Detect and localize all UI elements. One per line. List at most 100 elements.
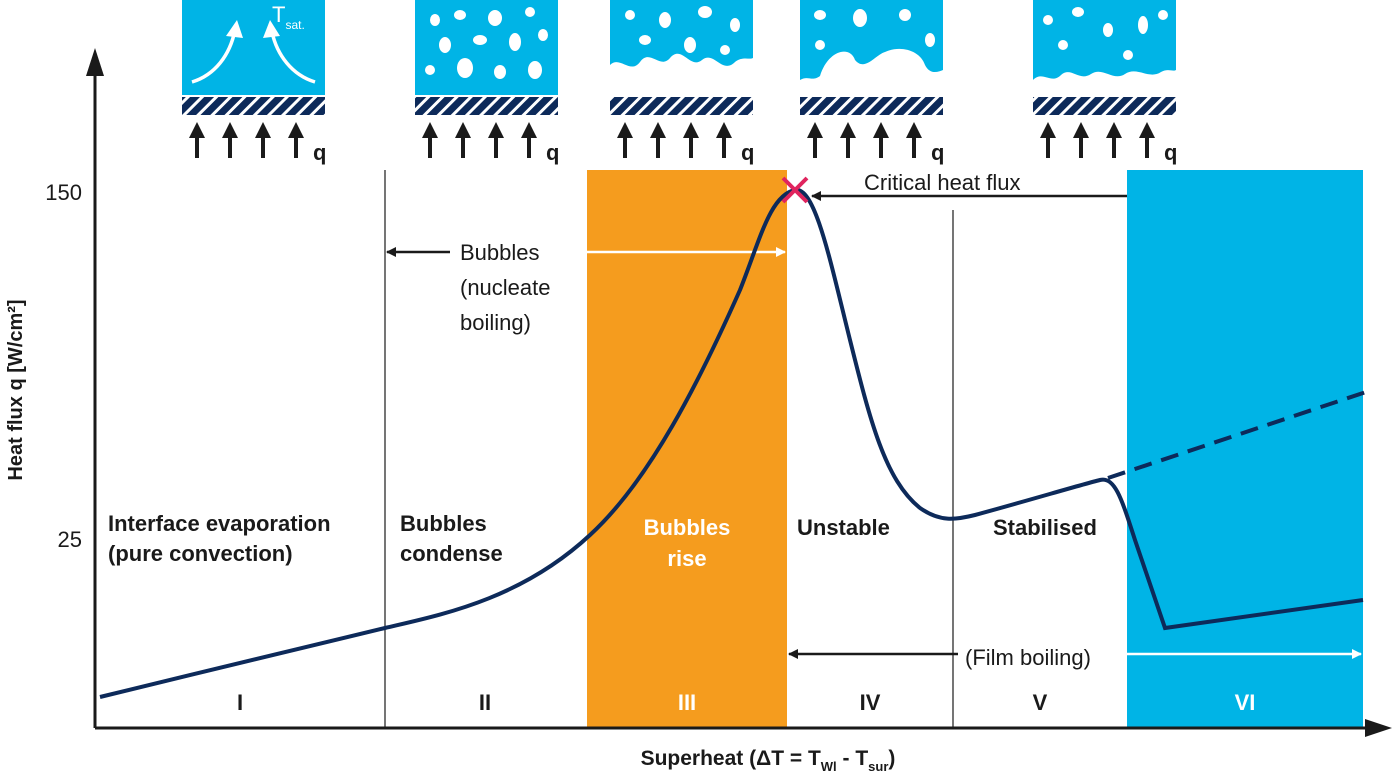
- icon-bubble: [457, 58, 473, 78]
- icon-bubble: [473, 35, 487, 45]
- icon-vapor: [1033, 70, 1176, 97]
- band-iii: [587, 170, 787, 728]
- icon-bubble: [430, 14, 440, 26]
- icon-t-label: Tsat.: [272, 2, 305, 32]
- icon-bubble: [659, 12, 671, 28]
- heat-arrow-head: [906, 122, 922, 138]
- region-label: Bubbles: [644, 515, 731, 540]
- heat-arrow-head: [488, 122, 504, 138]
- icon-bubble: [1103, 23, 1113, 37]
- icon-t: T: [272, 2, 285, 27]
- region-label: condense: [400, 541, 503, 566]
- icon-q-label: q: [313, 140, 326, 165]
- y-tick-label: 25: [58, 527, 82, 552]
- annotation: boiling): [460, 310, 531, 335]
- region-numeral: V: [1033, 690, 1048, 715]
- region-label: Bubbles: [400, 511, 487, 536]
- region-numeral: II: [479, 690, 491, 715]
- heat-arrow-head: [189, 122, 205, 138]
- region-label: Stabilised: [993, 515, 1097, 540]
- icon-bubble: [853, 9, 867, 27]
- annotation: (nucleate: [460, 275, 551, 300]
- region-label: Unstable: [797, 515, 890, 540]
- icon-surface: [800, 97, 943, 115]
- heat-arrow-head: [1106, 122, 1122, 138]
- icon-bubble: [1043, 15, 1053, 25]
- heat-arrow-head: [288, 122, 304, 138]
- icon-bubble: [538, 29, 548, 41]
- y-axis-arrow: [86, 48, 104, 76]
- region-label: rise: [667, 546, 706, 571]
- region-numeral: VI: [1235, 690, 1256, 715]
- icon-bubble: [439, 37, 451, 53]
- heat-arrow-head: [1073, 122, 1089, 138]
- y-tick-label: 150: [45, 180, 82, 205]
- icon-bubble: [814, 10, 826, 20]
- icon-bubble: [730, 18, 740, 32]
- heat-arrow-head: [650, 122, 666, 138]
- region-label: Interface evaporation: [108, 511, 331, 536]
- icon-vapor: [610, 53, 753, 97]
- heat-arrow-head: [683, 122, 699, 138]
- icon-q-label: q: [546, 140, 559, 165]
- icon-surface: [610, 97, 753, 115]
- icon-surface: [1033, 97, 1176, 115]
- heat-arrow-head: [521, 122, 537, 138]
- icon-q-label: q: [931, 140, 944, 165]
- icon-bubble: [720, 45, 730, 55]
- convection-arrow: [270, 31, 316, 84]
- extrapolated-curve: [1107, 388, 1373, 480]
- icon-q-label: q: [741, 140, 754, 165]
- x-axis-arrow: [1365, 719, 1392, 737]
- convection-arrow-head: [263, 20, 280, 38]
- x-axis-label: Superheat (ΔT = TWl - Tsur): [641, 747, 896, 774]
- icon-bubble: [1158, 10, 1168, 20]
- icon-bubble: [925, 33, 935, 47]
- heat-arrow-head: [222, 122, 238, 138]
- heat-arrow-head: [617, 122, 633, 138]
- region-numeral: IV: [860, 690, 881, 715]
- icons: q q q q q Tsat.: [182, 0, 1177, 165]
- icon-bubble: [425, 65, 435, 75]
- icon-bubble: [1123, 50, 1133, 60]
- icon-bubble: [528, 61, 542, 79]
- icon-bubble: [494, 65, 506, 79]
- critical-point: [781, 176, 809, 204]
- icon-bubble: [815, 40, 825, 50]
- annotation: Critical heat flux: [864, 170, 1021, 195]
- convection-arrow-head: [226, 20, 243, 38]
- icon-liquid: [182, 0, 325, 95]
- icon-t-sub: sat.: [285, 18, 304, 32]
- icon-bubble: [454, 10, 466, 20]
- region-label: (pure convection): [108, 541, 293, 566]
- annotation: Bubbles: [460, 240, 540, 265]
- region-numeral: III: [678, 690, 696, 715]
- icon-q-label: q: [1164, 140, 1177, 165]
- icon-bubble: [625, 10, 635, 20]
- heat-arrow-head: [840, 122, 856, 138]
- icon-bubble: [509, 33, 521, 51]
- icon-liquid: [415, 0, 558, 95]
- icon-surface: [182, 97, 325, 115]
- icon-bubble: [1138, 16, 1148, 34]
- heat-arrow-head: [422, 122, 438, 138]
- icon-bubble: [525, 7, 535, 17]
- annotation: (Film boiling): [965, 645, 1091, 670]
- heat-arrow-head: [873, 122, 889, 138]
- icon-bubble: [1058, 40, 1068, 50]
- icon-bubble: [899, 9, 911, 21]
- icon-bubble: [684, 37, 696, 53]
- icon-bubble: [1072, 7, 1084, 17]
- region-numeral: I: [237, 690, 243, 715]
- icon-bubble: [698, 6, 712, 18]
- y-axis-label: Heat flux q [W/cm²]: [5, 299, 27, 480]
- heat-arrow-head: [455, 122, 471, 138]
- heat-arrow-head: [255, 122, 271, 138]
- heat-arrow-head: [1040, 122, 1056, 138]
- icon-bubble: [639, 35, 651, 45]
- icon-vapor: [800, 48, 943, 97]
- band-vi: [1127, 170, 1363, 728]
- icon-surface: [415, 97, 558, 115]
- heat-arrow-head: [716, 122, 732, 138]
